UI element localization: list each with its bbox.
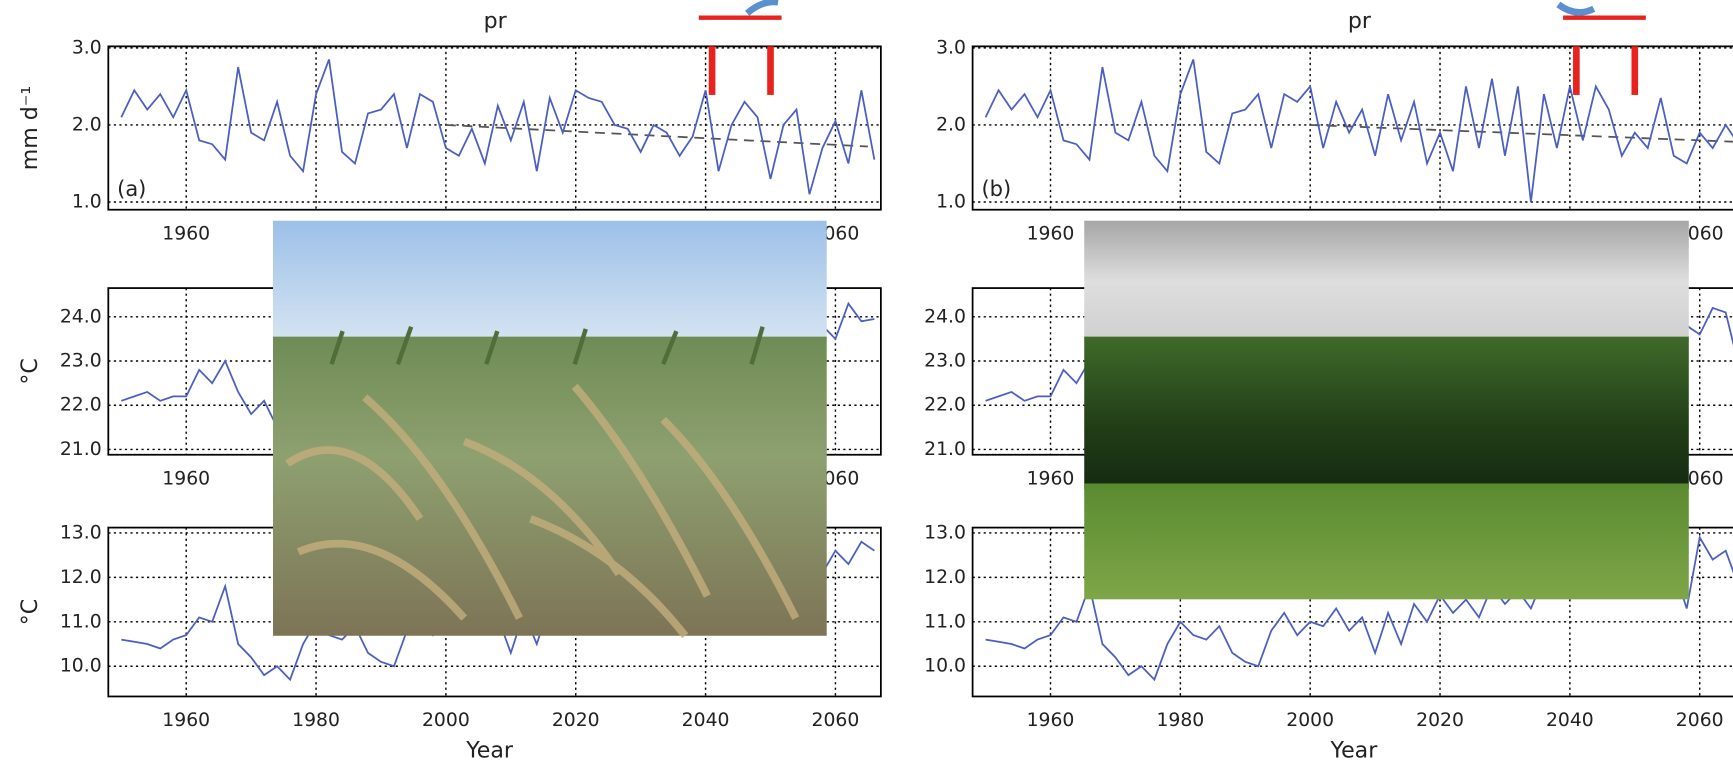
y-tick-label: 22.0 [60,395,102,416]
y-tick-label: 10.0 [60,656,102,677]
y-tick-label: 2.0 [72,114,102,135]
x-tick-label: 1980 [292,710,340,731]
y-tick-label: 1.0 [72,192,102,213]
y-tick-label: 13.0 [60,522,102,543]
highlight-bar [1573,46,1580,95]
y-tick-label: 11.0 [60,611,102,632]
y-tick-label: 10.0 [924,656,966,677]
photo-grass [1084,483,1689,600]
data-line [984,59,1733,203]
photo-sky [272,220,827,343]
y-tick-label: 23.0 [60,351,102,372]
data-line [120,59,876,195]
x-axis-label: Year [1330,739,1379,764]
y-tick-label: 24.0 [924,306,966,327]
y-axis-label: mm d⁻¹ [18,86,43,171]
x-tick-label: 2020 [552,710,600,731]
highlight-bar [1631,46,1639,95]
y-tick-label: 21.0 [924,439,966,460]
y-axis-label: °C [18,358,43,384]
x-tick-label: 1960 [1027,224,1075,245]
panel: 1.02.03.0196019802000202020402060prmm d⁻… [18,9,882,245]
chart-title: pr [484,9,508,34]
panel: 1.02.03.0196019802000202020402060pr(b) [936,9,1733,244]
y-tick-label: 12.0 [924,567,966,588]
y-tick-label: 21.0 [60,439,102,460]
x-tick-label: 2000 [422,710,470,731]
x-tick-label: 2040 [682,710,730,731]
photo-drought [272,220,827,639]
photo-healthy [1084,220,1689,600]
y-tick-label: 23.0 [924,351,966,372]
y-tick-label: 11.0 [924,611,966,632]
plot-frame [107,45,882,211]
y-tick-label: 3.0 [72,37,102,58]
y-tick-label: 2.0 [936,114,966,135]
photo-corn [1084,336,1689,489]
x-tick-label: 2040 [1546,710,1594,731]
photo-field [272,336,827,636]
y-tick-label: 13.0 [924,522,966,543]
arrow [744,0,779,16]
y-tick-label: 22.0 [924,395,966,416]
x-tick-label: 1960 [1027,710,1075,731]
x-tick-label: 2020 [1416,710,1464,731]
y-tick-label: 1.0 [936,192,966,213]
x-tick-label: 1960 [162,710,210,731]
photo-stalks [329,325,765,366]
plot-frame [971,45,1733,211]
y-tick-label: 12.0 [60,567,102,588]
highlight-bar [767,46,774,95]
x-tick-label: 1960 [1027,469,1075,490]
x-tick-label: 1960 [162,469,210,490]
chart-title: pr [1348,9,1372,34]
photo-sky [1084,220,1689,343]
trend-line [445,124,868,148]
x-axis-label: Year [465,739,514,764]
y-tick-label: 3.0 [936,37,966,58]
x-tick-label: 1960 [162,224,210,245]
x-tick-label: 1980 [1156,710,1204,731]
y-axis-label: °C [18,599,43,625]
x-tick-label: 2060 [1676,710,1724,731]
arrow [1556,1,1596,16]
panel-label: (b) [981,177,1011,201]
photo-leaves [285,383,800,639]
panel-label: (a) [117,177,146,201]
y-tick-label: 24.0 [60,306,102,327]
x-tick-label: 2060 [812,710,860,731]
x-tick-label: 2000 [1286,710,1334,731]
highlight-bar [708,46,716,95]
